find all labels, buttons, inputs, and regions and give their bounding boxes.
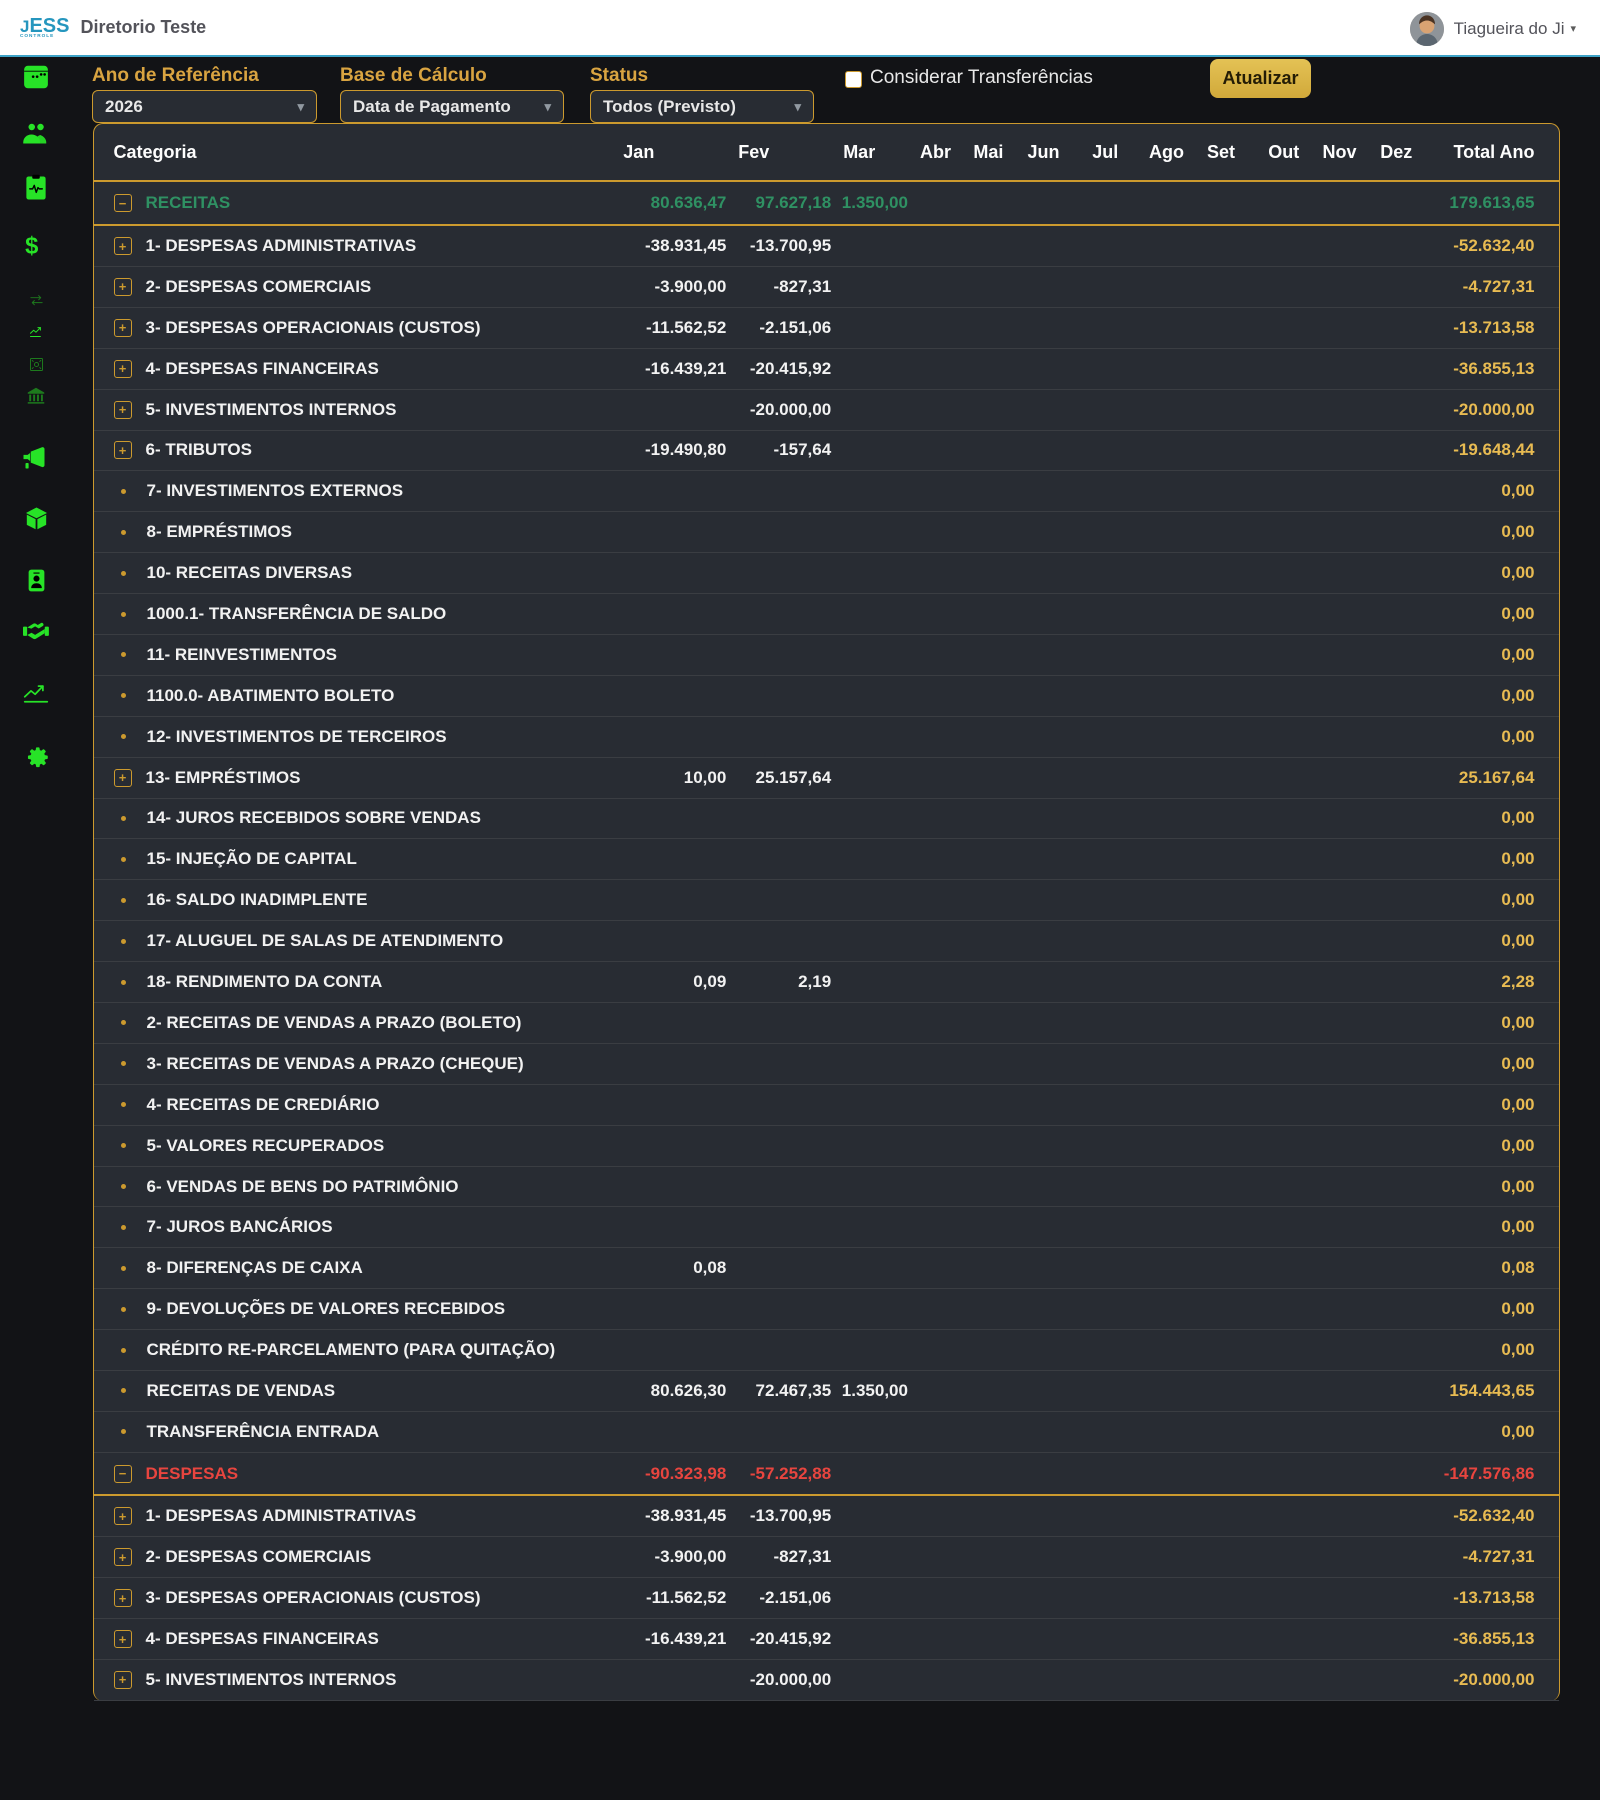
svg-text:$: $ (25, 232, 38, 259)
